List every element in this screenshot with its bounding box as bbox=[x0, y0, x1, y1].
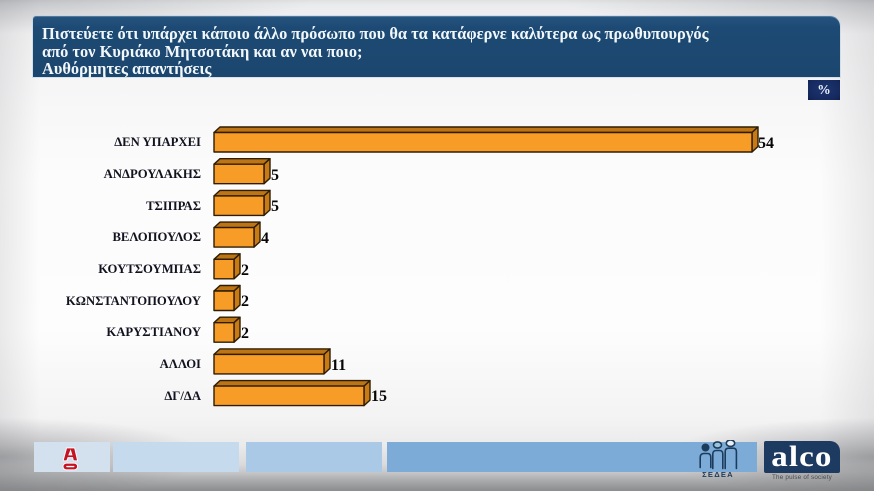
svg-text:ΣΕΔΕΑ: ΣΕΔΕΑ bbox=[702, 470, 734, 478]
